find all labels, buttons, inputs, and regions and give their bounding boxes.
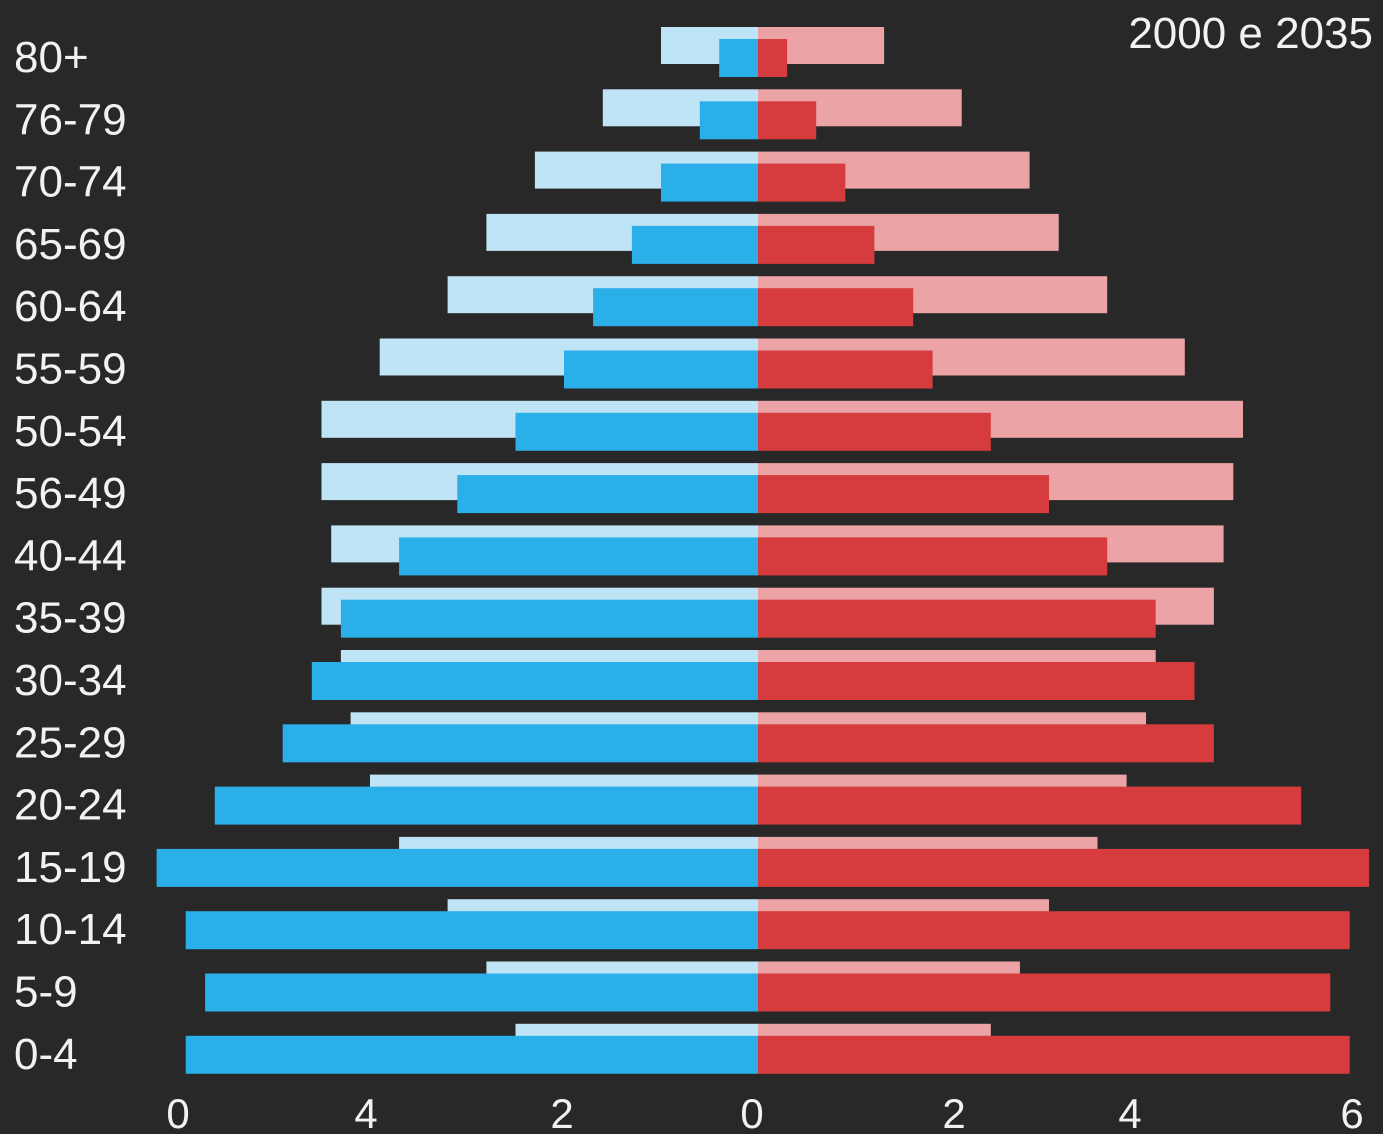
bars-group — [156, 27, 1370, 1074]
front-bar-right-10-14 — [758, 911, 1350, 950]
front-bar-left-56-49 — [457, 475, 758, 514]
front-bar-right-56-49 — [758, 475, 1049, 514]
front-bar-left-65-69 — [631, 225, 758, 264]
front-bar-right-25-29 — [758, 724, 1214, 763]
x-tick-label-right: 6 — [1340, 1090, 1363, 1134]
front-bar-right-55-59 — [758, 350, 933, 389]
front-bar-left-0-4 — [185, 1035, 758, 1074]
front-bar-right-20-24 — [758, 786, 1302, 825]
age-group-label: 65-69 — [14, 220, 127, 269]
age-labels: 80+ 76-79 70-74 65-69 60-64 55-59 50-54 56-49 40… — [14, 33, 127, 1079]
age-group-label: 40-44 — [14, 531, 127, 580]
front-bar-right-0-4 — [758, 1035, 1350, 1074]
front-bar-left-30-34 — [311, 662, 758, 700]
front-bar-right-5-9 — [758, 973, 1331, 1012]
front-bar-right-60-64 — [758, 288, 914, 327]
age-group-label: 25-29 — [14, 718, 127, 767]
age-group-label: 76-79 — [14, 95, 127, 144]
age-group-label: 56-49 — [14, 469, 127, 518]
x-tick-label-right: 4 — [1118, 1090, 1141, 1134]
front-bar-right-35-39 — [758, 599, 1156, 638]
front-bar-right-15-19 — [758, 848, 1370, 887]
age-group-label: 35-39 — [14, 594, 127, 643]
x-tick-label-left: 0 — [166, 1090, 189, 1134]
front-bar-right-40-44 — [758, 537, 1108, 576]
x-tick-label-left: 4 — [354, 1090, 377, 1134]
age-group-label: 0-4 — [14, 1030, 78, 1079]
front-bar-left-80+ — [719, 39, 758, 77]
age-group-label: 5-9 — [14, 968, 78, 1017]
front-bar-left-35-39 — [340, 599, 758, 638]
front-bar-left-25-29 — [282, 724, 758, 763]
age-group-label: 55-59 — [14, 345, 127, 394]
front-bar-right-50-54 — [758, 412, 991, 451]
front-bar-left-15-19 — [156, 848, 759, 887]
age-group-label: 60-64 — [14, 282, 127, 331]
front-bar-left-60-64 — [593, 288, 758, 327]
age-group-label: 50-54 — [14, 407, 127, 456]
front-bar-right-76-79 — [758, 101, 817, 140]
front-bar-right-65-69 — [758, 225, 875, 264]
front-bar-left-70-74 — [661, 163, 758, 202]
front-bar-left-20-24 — [214, 786, 759, 825]
age-group-label: 70-74 — [14, 158, 127, 207]
front-bar-left-5-9 — [205, 973, 759, 1012]
front-bar-right-30-34 — [758, 662, 1195, 700]
age-group-label: 10-14 — [14, 905, 127, 954]
age-group-label: 30-34 — [14, 656, 127, 705]
front-bar-left-55-59 — [564, 350, 758, 389]
front-bar-left-10-14 — [185, 911, 758, 950]
x-tick-label-right: 2 — [942, 1090, 965, 1134]
front-bar-left-76-79 — [699, 101, 758, 140]
front-bar-left-40-44 — [399, 537, 758, 576]
age-group-label: 15-19 — [14, 843, 127, 892]
front-bar-right-70-74 — [758, 163, 846, 202]
age-group-label: 20-24 — [14, 781, 127, 830]
front-bar-left-50-54 — [515, 412, 758, 451]
x-axis-ticks: 0 4 2 0 2 4 6 — [166, 1090, 1363, 1134]
x-tick-label-left: 2 — [550, 1090, 573, 1134]
front-bar-right-80+ — [758, 39, 788, 77]
chart-title: 2000 e 2035 — [1128, 9, 1373, 58]
age-group-label: 80+ — [14, 33, 89, 82]
x-tick-label-left: 0 — [740, 1090, 763, 1134]
